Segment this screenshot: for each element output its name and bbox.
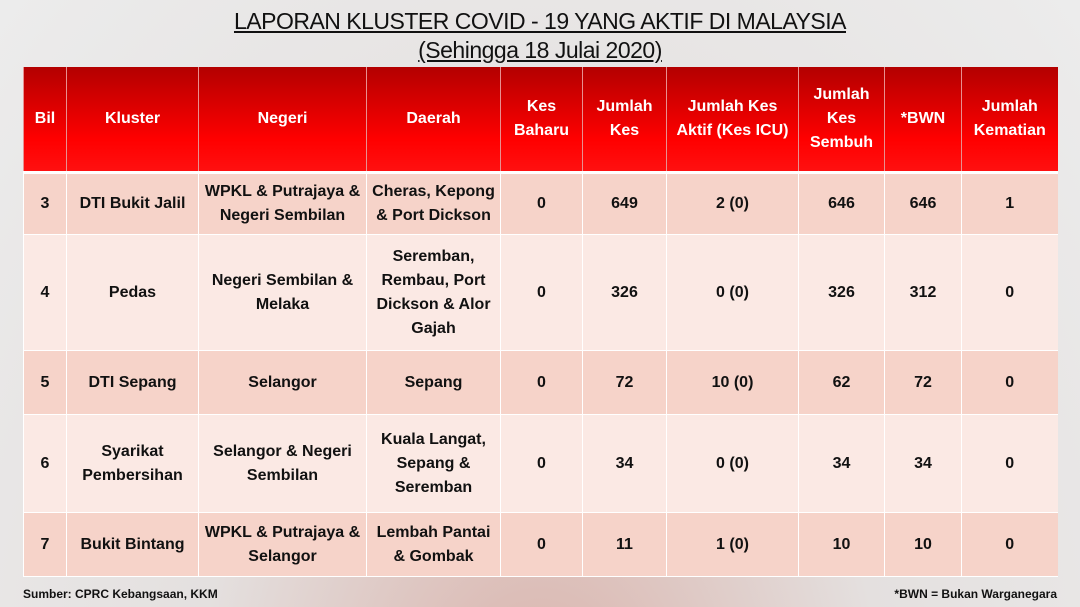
column-header: Daerah	[366, 67, 501, 174]
table-cell: 34	[798, 414, 885, 513]
table-cell: 72	[582, 350, 667, 415]
table-cell: DTI Sepang	[66, 350, 199, 415]
table-cell: 0 (0)	[666, 414, 799, 513]
table-cell: Selangor & Negeri Sembilan	[198, 414, 367, 513]
table-cell: 326	[798, 234, 885, 351]
table-cell: 62	[798, 350, 885, 415]
table-cell: 646	[884, 172, 962, 235]
column-header: Kluster	[66, 67, 199, 174]
table-cell: Selangor	[198, 350, 367, 415]
table-cell: Kuala Langat, Sepang & Seremban	[366, 414, 501, 513]
column-header: Bil	[23, 67, 67, 174]
source-note: Sumber: CPRC Kebangsaan, KKM	[23, 587, 218, 601]
table-cell: Cheras, Kepong & Port Dickson	[366, 172, 501, 235]
table-cell: 0	[500, 512, 583, 577]
table-cell: 34	[582, 414, 667, 513]
table-cell: WPKL & Putrajaya & Negeri Sembilan	[198, 172, 367, 235]
table-cell: 34	[884, 414, 962, 513]
table-row: 6 Syarikat Pembersihan Selangor & Negeri S…	[23, 414, 1058, 513]
column-header: Jumlah Kes	[582, 67, 667, 174]
table-cell: Bukit Bintang	[66, 512, 199, 577]
table-cell: 0	[961, 350, 1058, 415]
table-cell: 0 (0)	[666, 234, 799, 351]
table-cell: 10 (0)	[666, 350, 799, 415]
table-cell: 0	[500, 414, 583, 513]
cluster-table: Bil Kluster Negeri Daerah Kes Baharu Jumlah K…	[23, 67, 1058, 577]
table-cell: Pedas	[66, 234, 199, 351]
table-cell: Sepang	[366, 350, 501, 415]
column-header: Jumlah Kes Aktif (Kes ICU)	[666, 67, 799, 174]
table-header-row: Bil Kluster Negeri Daerah Kes Baharu Jumlah K…	[23, 67, 1058, 174]
table-cell: 2 (0)	[666, 172, 799, 235]
table-row: 4 Pedas Negeri Sembilan & Melaka Seremban, …	[23, 234, 1058, 351]
table-cell: 1 (0)	[666, 512, 799, 577]
table-cell: 4	[23, 234, 67, 351]
table-cell: Lembah Pantai & Gombak	[366, 512, 501, 577]
table-cell: 646	[798, 172, 885, 235]
table-cell: 5	[23, 350, 67, 415]
table-row: 5 DTI Sepang Selangor Sepang 0 72 10 (0) 62 72 0	[23, 350, 1058, 415]
table-row: 3 DTI Bukit Jalil WPKL & Putrajaya & Neger…	[23, 172, 1058, 235]
table-cell: 326	[582, 234, 667, 351]
column-header: Jumlah Kes Sembuh	[798, 67, 885, 174]
table-cell: 0	[961, 234, 1058, 351]
column-header: Kes Baharu	[500, 67, 583, 174]
column-header: Negeri	[198, 67, 367, 174]
table-cell: Seremban, Rembau, Port Dickson & Alor Ga…	[366, 234, 501, 351]
table-cell: 3	[23, 172, 67, 235]
table-cell: 0	[500, 350, 583, 415]
report-subtitle: (Sehingga 18 Julai 2020)	[418, 37, 662, 63]
table-cell: 72	[884, 350, 962, 415]
table-cell: 11	[582, 512, 667, 577]
table-cell: DTI Bukit Jalil	[66, 172, 199, 235]
table-cell: 649	[582, 172, 667, 235]
table-cell: 0	[500, 172, 583, 235]
table-cell: 7	[23, 512, 67, 577]
column-header: Jumlah Kematian	[961, 67, 1058, 174]
table-row: 7 Bukit Bintang WPKL & Putrajaya & Selango…	[23, 512, 1058, 577]
column-header: *BWN	[884, 67, 962, 174]
bwn-note: *BWN = Bukan Warganegara	[894, 587, 1057, 601]
table-cell: Negeri Sembilan & Melaka	[198, 234, 367, 351]
report-title: LAPORAN KLUSTER COVID - 19 YANG AKTIF DI…	[233, 8, 847, 34]
table-cell: 0	[961, 512, 1058, 577]
table-cell: 0	[961, 414, 1058, 513]
table-cell: 10	[798, 512, 885, 577]
table-cell: WPKL & Putrajaya & Selangor	[198, 512, 367, 577]
table-cell: 1	[961, 172, 1058, 235]
table-cell: Syarikat Pembersihan	[66, 414, 199, 513]
table-cell: 312	[884, 234, 962, 351]
table-cell: 0	[500, 234, 583, 351]
table-cell: 10	[884, 512, 962, 577]
table-cell: 6	[23, 414, 67, 513]
